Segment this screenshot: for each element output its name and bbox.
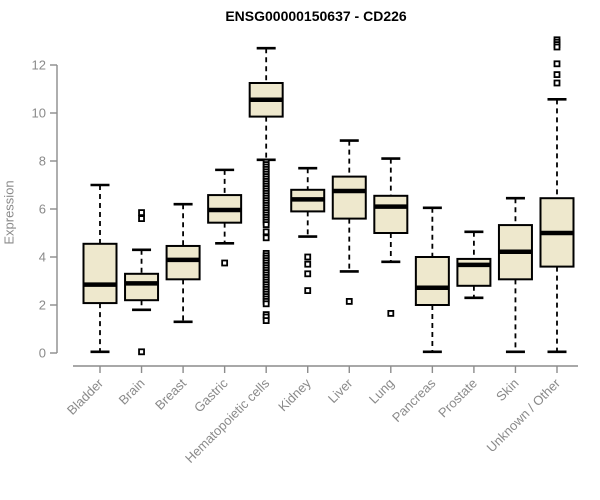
box-liver <box>331 175 367 220</box>
outlier-point-kidney <box>304 287 312 295</box>
y-tick-label: 0 <box>39 346 46 361</box>
x-category-label: Skin <box>493 376 521 404</box>
outlier-point-unknown-other <box>553 79 561 87</box>
y-tick-label: 8 <box>39 154 46 169</box>
outlier-point-hematopoietic-cells <box>262 300 270 308</box>
outlier-point-brain <box>138 215 145 223</box>
outlier-point-hematopoietic-cells <box>262 317 270 325</box>
outlier-point-hematopoietic-cells <box>262 221 270 229</box>
x-category-label: Pancreas <box>389 375 439 425</box>
chart-title: ENSG00000150637 - CD226 <box>225 8 407 24</box>
x-category-label: Breast <box>152 375 189 412</box>
outlier-point-kidney <box>304 260 312 268</box>
x-category-label: Prostate <box>435 376 480 421</box>
outlier-point-lung <box>387 309 395 317</box>
x-category-label: Liver <box>325 375 356 406</box>
box-bladder <box>82 242 118 305</box>
box-pancreas <box>414 256 450 306</box>
outlier-point-brain <box>138 209 145 217</box>
outlier-point-kidney <box>304 253 312 261</box>
y-tick-label: 4 <box>39 250 46 265</box>
box-lung <box>373 194 409 235</box>
outlier-point-hematopoietic-cells <box>262 228 270 236</box>
outlier-point-hematopoietic-cells <box>262 234 270 242</box>
x-category-label: Gastric <box>191 375 231 415</box>
y-tick-label: 12 <box>32 58 46 73</box>
y-tick-label: 10 <box>32 106 46 121</box>
x-category-label: Kidney <box>275 375 314 414</box>
outlier-point-unknown-other <box>553 71 561 78</box>
x-category-label: Brain <box>116 376 148 408</box>
outlier-point-brain <box>138 348 145 356</box>
box-brain <box>124 272 160 302</box>
outlier-point-unknown-other <box>553 43 561 51</box>
x-category-label: Unknown / Other <box>484 375 564 455</box>
outlier-point-gastric <box>221 259 229 267</box>
y-tick-label: 6 <box>39 202 46 217</box>
y-tick-label: 2 <box>39 298 46 313</box>
outlier-point-kidney <box>304 270 312 278</box>
y-axis-label: Expression <box>1 180 17 245</box>
outlier-point-liver <box>345 297 353 305</box>
box-breast <box>165 244 201 281</box>
x-category-label: Bladder <box>64 375 107 418</box>
x-category-label: Lung <box>366 376 397 407</box>
outlier-point-unknown-other <box>553 60 561 68</box>
